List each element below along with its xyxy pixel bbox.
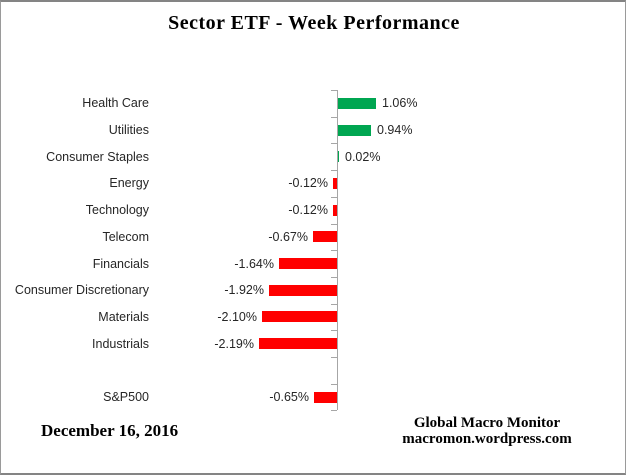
axis-tick — [331, 143, 337, 144]
y-axis-line — [337, 90, 338, 410]
value-label: -1.64% — [234, 257, 274, 271]
category-label: Industrials — [92, 337, 149, 351]
axis-tick — [331, 410, 337, 411]
axis-tick — [331, 224, 337, 225]
bar — [268, 285, 337, 296]
bar — [278, 258, 337, 269]
axis-tick — [331, 170, 337, 171]
value-label: -2.19% — [214, 337, 254, 351]
chart-title: Sector ETF - Week Performance — [168, 12, 460, 34]
axis-tick — [331, 250, 337, 251]
axis-tick — [331, 277, 337, 278]
value-label: -2.10% — [217, 310, 257, 324]
bar — [313, 231, 337, 242]
value-label: -1.92% — [224, 283, 264, 297]
value-label: -0.12% — [288, 176, 328, 190]
category-label: S&P500 — [103, 390, 149, 404]
value-label: -0.67% — [268, 230, 308, 244]
bar — [338, 151, 339, 162]
axis-tick — [331, 117, 337, 118]
category-label: Materials — [98, 310, 149, 324]
value-label: 0.02% — [345, 150, 381, 164]
category-label: Health Care — [82, 96, 149, 110]
axis-tick — [331, 357, 337, 358]
bar — [262, 311, 337, 322]
chart-date: December 16, 2016 — [41, 421, 179, 440]
axis-tick — [331, 90, 337, 91]
category-label: Utilities — [108, 123, 149, 137]
category-label: Financials — [92, 257, 149, 271]
value-label: -0.65% — [269, 390, 309, 404]
category-label: Telecom — [102, 230, 149, 244]
axis-tick — [331, 197, 337, 198]
value-label: -0.12% — [288, 203, 328, 217]
axis-tick — [331, 384, 337, 385]
category-label: Consumer Discretionary — [14, 283, 149, 297]
value-label: 1.06% — [382, 96, 418, 110]
bar — [338, 125, 372, 136]
category-label: Energy — [109, 176, 149, 190]
bar — [332, 205, 337, 216]
category-label: Consumer Staples — [46, 150, 149, 164]
bar — [332, 178, 337, 189]
attribution-block: Global Macro Monitor macromon.wordpress.… — [351, 415, 623, 447]
bar — [313, 392, 337, 403]
attribution-url: macromon.wordpress.com — [402, 431, 572, 447]
bar — [259, 338, 337, 349]
value-label: 0.94% — [377, 123, 413, 137]
axis-tick — [331, 330, 337, 331]
category-label: Technology — [85, 203, 149, 217]
bar — [338, 98, 376, 109]
axis-tick — [331, 304, 337, 305]
attribution-source: Global Macro Monitor — [413, 415, 561, 431]
